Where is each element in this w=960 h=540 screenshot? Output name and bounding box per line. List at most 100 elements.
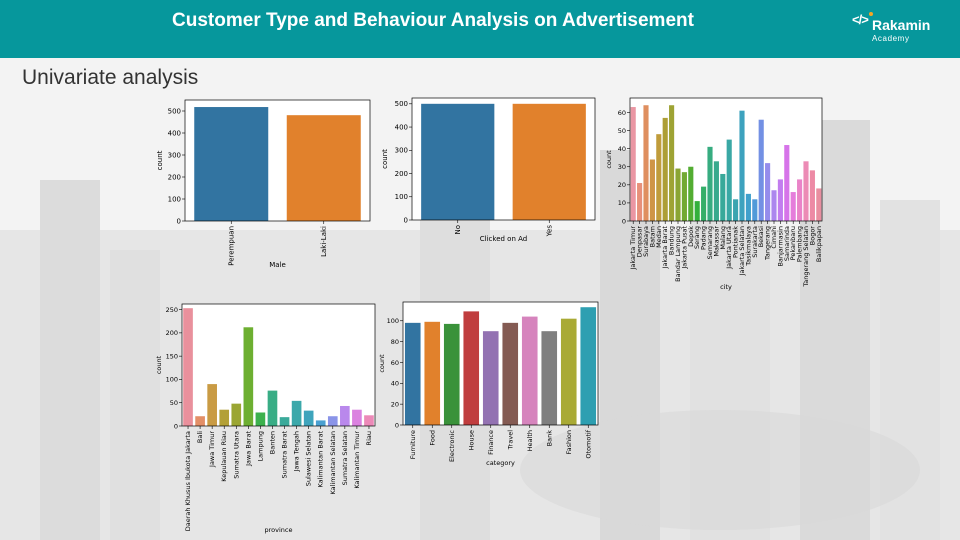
bar — [267, 390, 278, 426]
clicked-on-ad-bar-chart: 0 100 200 300 400 500 No Yes Clicked on Ad count — [381, 97, 596, 243]
x-tick-label: Sumatra Selatan — [341, 431, 349, 485]
y-tick-label: 200 — [168, 173, 181, 181]
y-tick-label: 20 — [391, 400, 399, 408]
x-tick-label: No — [454, 225, 462, 235]
x-tick-label: Surabaya — [642, 226, 650, 257]
y-tick-label: 80 — [391, 338, 399, 346]
y-tick-label: 400 — [395, 123, 408, 131]
bar — [286, 115, 361, 221]
bar — [707, 146, 713, 221]
province-bar-chart: 0 50 100 150 200 250 Daerah Khusus Ibukota Jak… — [155, 303, 376, 534]
y-axis-label: count — [605, 150, 613, 169]
bar — [643, 105, 649, 221]
x-tick-label: Bogor — [808, 226, 816, 246]
y-tick-label: 0 — [395, 421, 399, 429]
x-tick-label: Denpasar — [636, 226, 644, 258]
bar — [675, 168, 681, 221]
x-tick-label: Bekasi — [757, 226, 765, 247]
x-tick-label: Serang — [693, 226, 701, 249]
bar — [790, 192, 796, 221]
x-tick-label: Yes — [545, 225, 553, 238]
section-title: Univariate analysis — [22, 66, 199, 89]
bar — [243, 327, 254, 426]
y-tick-label: 250 — [166, 306, 178, 314]
x-tick-label: Banjarmasin — [776, 226, 784, 267]
bar — [752, 199, 758, 221]
x-tick-label: Balikpapan — [815, 226, 823, 262]
page-title: Customer Type and Behaviour Analysis on … — [172, 10, 694, 31]
plot-frame — [181, 303, 376, 427]
x-tick-label: Bandar Lampung — [674, 226, 682, 282]
x-tick-label: Pontianak — [732, 226, 740, 258]
x-tick-label: Makassar — [712, 226, 720, 257]
code-bracket-icon: </> — [852, 12, 873, 27]
bar — [758, 119, 764, 221]
x-tick-label: Jakarta Barat — [661, 226, 669, 270]
y-axis-label: count — [381, 149, 389, 169]
y-axis-label: count — [155, 355, 163, 374]
bar — [662, 117, 668, 221]
plot-area — [630, 98, 822, 221]
y-tick-label: 500 — [168, 107, 181, 115]
x-axis-label: province — [265, 526, 293, 534]
x-tick-label: Kepulauan Riau — [220, 431, 228, 482]
x-tick-label: Jawa Tengah — [293, 431, 301, 472]
x-tick-label: Lampung — [256, 431, 264, 461]
y-tick-label: 60 — [618, 109, 626, 117]
bar — [340, 405, 350, 426]
x-tick-label: Jakarta Timur — [629, 226, 637, 271]
bar — [231, 403, 242, 426]
y-tick-label: 300 — [395, 147, 408, 155]
y-tick-label: 100 — [168, 195, 181, 203]
x-tick-label: Jakarta Pusat — [680, 226, 688, 270]
y-tick-label: 60 — [391, 359, 399, 367]
x-tick-label: Jawa Barat — [244, 431, 252, 467]
x-tick-label: Kalimantan Selatan — [329, 431, 337, 494]
x-tick-label: Otomotif — [584, 429, 592, 458]
bar — [701, 186, 707, 221]
city-bar-chart: 0 10 20 30 40 50 60 Jakarta TimurDenpasarSuraba… — [605, 97, 823, 291]
x-tick-label: Daerah Khusus Ibukota Jakarta — [184, 431, 192, 531]
x-tick-label: House — [467, 430, 475, 450]
bar — [194, 107, 269, 221]
x-tick-label: Kalimantan Barat — [317, 431, 325, 488]
bar — [279, 417, 290, 426]
x-tick-label: Riau — [365, 431, 373, 445]
x-tick-label: Medan — [655, 226, 663, 248]
bar — [797, 179, 803, 221]
x-tick-label: Semarang — [706, 226, 714, 259]
bar — [482, 331, 499, 425]
bar — [745, 193, 751, 221]
x-axis-label: category — [486, 459, 515, 467]
y-tick-label: 200 — [166, 329, 178, 337]
y-tick-label: 100 — [395, 193, 408, 201]
bar — [502, 322, 519, 425]
y-tick-label: 50 — [618, 127, 626, 135]
y-tick-label: 40 — [391, 380, 399, 388]
x-tick-label: Laki-Laki — [320, 226, 328, 257]
category-bar-chart: 0 20 40 60 80 100 Furniture Food Electronic House… — [378, 301, 599, 467]
x-tick-label: Kalimantan Timur — [353, 431, 361, 489]
bar — [726, 139, 732, 221]
x-tick-label: Tangerang Selatan — [802, 226, 810, 288]
bar — [777, 179, 783, 221]
x-tick-label: Sumatra Utara — [232, 431, 240, 479]
header-bar: Customer Type and Behaviour Analysis on … — [0, 0, 960, 58]
bar — [560, 318, 577, 425]
y-tick-label: 100 — [166, 376, 178, 384]
bar — [207, 384, 217, 426]
bar — [784, 145, 790, 221]
x-tick-label: Bank — [545, 430, 553, 447]
y-tick-label: 20 — [618, 181, 626, 189]
bar — [688, 166, 694, 221]
y-tick-label: 500 — [395, 100, 408, 108]
x-tick-label: Samarinda — [783, 226, 791, 261]
bar — [541, 331, 558, 425]
x-axis-label: Clicked on Ad — [480, 235, 527, 243]
bar — [255, 412, 266, 426]
bar — [421, 103, 495, 220]
y-tick-label: 100 — [387, 317, 399, 325]
logo-name: Rakamin — [872, 17, 931, 33]
bar — [183, 308, 193, 426]
y-tick-label: 0 — [404, 216, 408, 224]
